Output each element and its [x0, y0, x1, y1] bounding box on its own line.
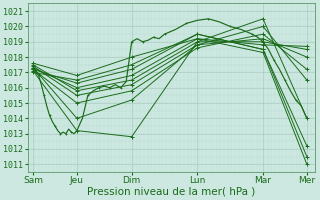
X-axis label: Pression niveau de la mer( hPa ): Pression niveau de la mer( hPa ) [87, 187, 255, 197]
